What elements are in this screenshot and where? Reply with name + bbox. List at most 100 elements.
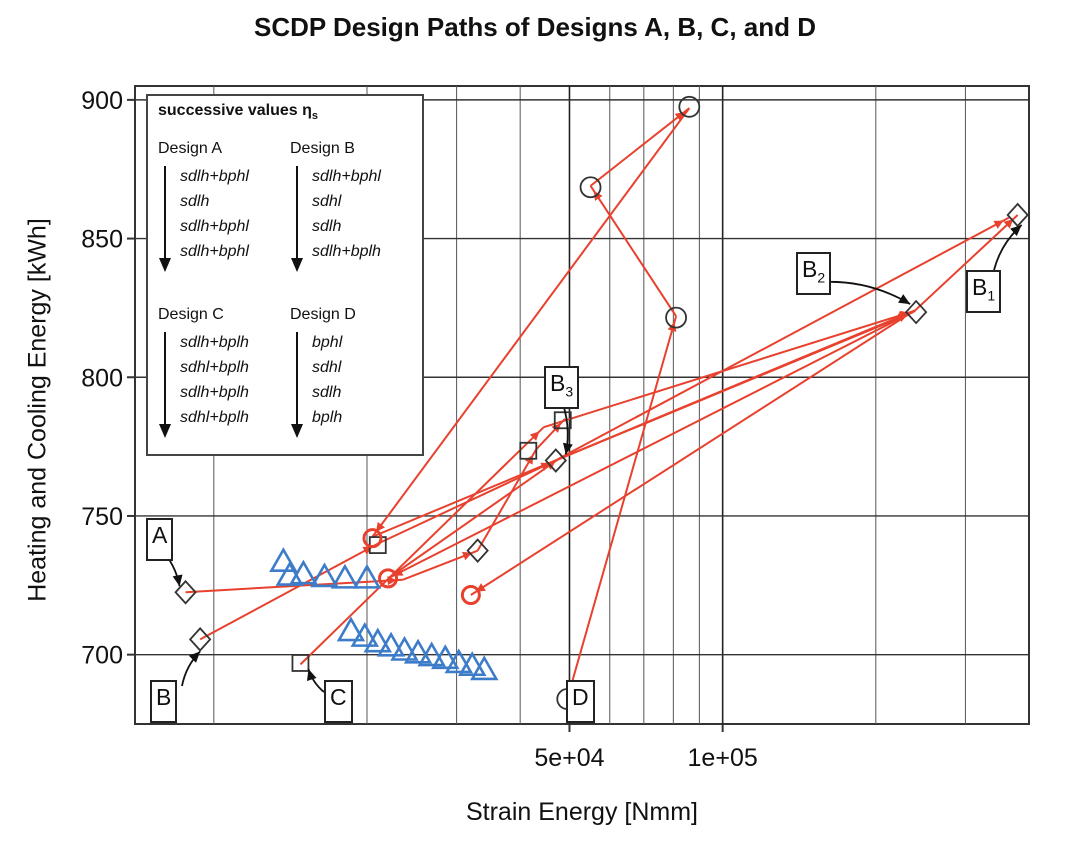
callout-subscript: 3 bbox=[565, 383, 574, 400]
legend-entry: sdlh+bphl bbox=[180, 168, 249, 185]
diamond-marker bbox=[544, 448, 568, 473]
legend-title: successive values ηs bbox=[158, 102, 318, 122]
callout-label-b: B bbox=[150, 680, 178, 723]
path-segment bbox=[566, 315, 678, 700]
callout-label-a: A bbox=[146, 518, 174, 561]
path-segment bbox=[589, 185, 677, 317]
red-circle-marker bbox=[460, 585, 481, 606]
red-circle-marker bbox=[362, 528, 383, 549]
y-tick-label: 850 bbox=[81, 226, 123, 254]
path-arrowhead bbox=[529, 431, 540, 441]
legend-entry: bplh bbox=[312, 409, 343, 426]
legend-entry: sdlh+bphl bbox=[180, 218, 249, 235]
path-arrowhead bbox=[993, 220, 1004, 229]
legend-group-design-d: Design D bphl sdhl sdlh bplh bbox=[290, 306, 420, 438]
path-arrowhead bbox=[376, 522, 385, 532]
triangle-marker bbox=[289, 559, 318, 585]
legend-entry: sdlh+bplh bbox=[180, 384, 249, 401]
legend-entry: sdlh+bplh bbox=[180, 334, 249, 351]
legend-title-subscript: s bbox=[311, 110, 319, 123]
chart-title: SCDP Design Paths of Designs A, B, C, an… bbox=[254, 12, 816, 42]
callout-text: D bbox=[572, 684, 589, 710]
legend-entry: sdlh+bphl bbox=[312, 168, 381, 185]
legend-entry: bphl bbox=[312, 334, 343, 351]
callout-label-c: C bbox=[324, 680, 353, 723]
triangle-marker bbox=[269, 547, 298, 573]
y-axis-label: Heating and Cooling Energy [kWh] bbox=[23, 218, 52, 602]
down-arrow-icon bbox=[159, 332, 171, 438]
triangle-marker bbox=[444, 648, 474, 674]
grid bbox=[135, 86, 1029, 724]
y-tick-label: 700 bbox=[81, 642, 123, 670]
path-segment bbox=[387, 456, 562, 580]
triangle-marker bbox=[390, 635, 419, 661]
diamond-marker bbox=[904, 299, 928, 325]
path-segment bbox=[559, 216, 1010, 459]
y-tick-label: 900 bbox=[81, 87, 123, 115]
legend: successive values ηs Design A sdlh+bphl … bbox=[146, 94, 424, 456]
legend-entry: sdhl+bplh bbox=[180, 409, 249, 426]
path-segment bbox=[299, 426, 545, 666]
path-segment bbox=[372, 309, 915, 538]
triangle-marker bbox=[336, 616, 366, 642]
triangle-marker bbox=[376, 631, 406, 657]
triangle-marker bbox=[363, 627, 393, 653]
triangle-marker bbox=[403, 638, 433, 664]
path-segment bbox=[387, 309, 916, 580]
triangle-marker bbox=[417, 641, 446, 667]
legend-entry: sdhl bbox=[312, 359, 342, 376]
y-tick-label: 800 bbox=[81, 364, 123, 392]
legend-entry: sdhl+bplh bbox=[180, 359, 249, 376]
legend-design-name: Design B bbox=[290, 140, 355, 157]
circle-marker bbox=[579, 176, 602, 199]
triangle-marker bbox=[310, 562, 339, 588]
triangle-marker bbox=[352, 563, 382, 589]
path-segment bbox=[589, 107, 690, 187]
callout-label-b2: B2 bbox=[796, 252, 832, 295]
legend-entry: sdlh+bphl bbox=[180, 243, 249, 260]
path-segment bbox=[543, 309, 916, 429]
legend-group-design-c: Design C sdlh+bplh sdhl+bplh sdlh+bplh s… bbox=[158, 306, 288, 438]
down-arrow-icon bbox=[291, 166, 303, 272]
path-segment bbox=[199, 542, 379, 641]
legend-group-design-b: Design B sdlh+bphl sdhl sdlh sdlh+bplh bbox=[290, 140, 420, 272]
x-tick-label: 1e+05 bbox=[688, 744, 758, 772]
triangle-marker bbox=[431, 644, 460, 670]
square-marker bbox=[291, 654, 310, 672]
circle-marker bbox=[678, 95, 701, 118]
path-segment bbox=[185, 578, 403, 594]
callout-arrowhead bbox=[172, 574, 183, 587]
legend-entry: sdhl bbox=[312, 193, 342, 210]
red-circle-marker bbox=[378, 568, 399, 589]
callout-label-d: D bbox=[566, 680, 595, 723]
callout-text: A bbox=[152, 522, 168, 548]
callout-subscript: 1 bbox=[987, 287, 996, 304]
path-segment bbox=[912, 214, 1019, 313]
legend-design-name: Design A bbox=[158, 140, 223, 157]
down-arrow-icon bbox=[159, 166, 171, 272]
legend-entry: sdlh+bplh bbox=[312, 243, 381, 260]
diamond-marker bbox=[174, 579, 197, 605]
x-tick-label: 5e+04 bbox=[534, 744, 604, 772]
path-segment bbox=[476, 448, 538, 552]
callout-subscript: 2 bbox=[817, 269, 826, 286]
square-marker bbox=[553, 411, 572, 430]
path-segment bbox=[371, 107, 691, 538]
circle-marker bbox=[665, 306, 687, 329]
callout-label-b3: B3 bbox=[544, 366, 580, 409]
triangle-marker bbox=[350, 622, 380, 647]
callout-arrowhead bbox=[1010, 224, 1022, 237]
legend-title-text: successive values η bbox=[158, 102, 312, 119]
callout-text: B bbox=[550, 370, 566, 396]
callout-text: C bbox=[330, 684, 347, 710]
callout-text: B bbox=[802, 256, 818, 282]
tick-labels: 700 750 800 850 900 5e+04 1e+05 bbox=[81, 87, 757, 772]
diamond-marker bbox=[1006, 202, 1029, 228]
legend-entry: sdlh bbox=[180, 193, 210, 210]
legend-design-name: Design C bbox=[158, 306, 224, 323]
legend-design-name: Design D bbox=[290, 306, 356, 323]
triangle-marker bbox=[457, 651, 487, 677]
callout-arrowhead bbox=[563, 442, 573, 455]
diamond-marker bbox=[466, 538, 489, 563]
x-axis-label: Strain Energy [Nmm] bbox=[465, 798, 698, 826]
